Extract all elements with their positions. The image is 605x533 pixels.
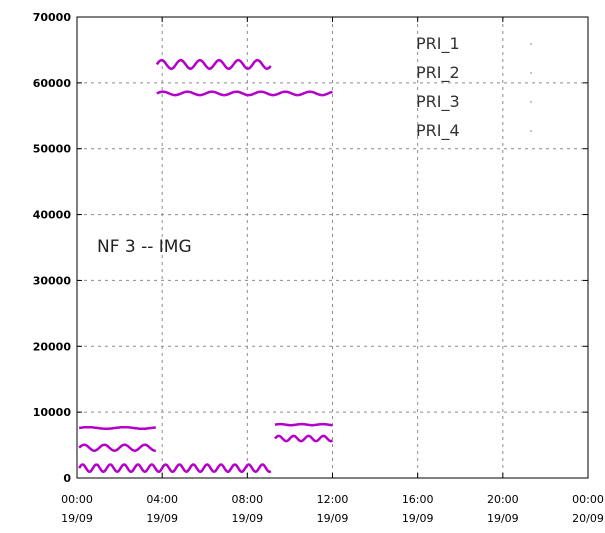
x-tick-label-date: 19/09 bbox=[317, 512, 349, 525]
legend: PRI_1 PRI_2 PRI_3 PRI_4 bbox=[416, 34, 532, 141]
x-tick-label-date: 19/09 bbox=[402, 512, 434, 525]
x-axis-ticks: 00:00 19/09 04:00 19/09 08:00 19/09 12:00 19/09… bbox=[61, 17, 604, 525]
legend-label: PRI_3 bbox=[416, 92, 460, 112]
x-tick-label-time: 16:00 bbox=[402, 493, 434, 506]
y-tick-label: 50000 bbox=[33, 143, 72, 156]
x-tick-label-time: 08:00 bbox=[231, 493, 263, 506]
y-axis-ticks: 0 10000 20000 30000 40000 50000 60000 70000 bbox=[33, 11, 588, 485]
series-line-pri2-segment-2 bbox=[156, 90, 333, 97]
x-tick-label-date: 19/09 bbox=[487, 512, 519, 525]
y-tick-label: 70000 bbox=[33, 11, 72, 24]
x-tick-label-date: 19/09 bbox=[231, 512, 263, 525]
x-tick-label-time: 04:00 bbox=[146, 493, 178, 506]
legend-marker bbox=[530, 43, 532, 45]
legend-label: PRI_1 bbox=[416, 34, 460, 54]
legend-marker bbox=[530, 101, 532, 103]
x-tick-label-time: 00:00 bbox=[572, 493, 604, 506]
legend-label: PRI_4 bbox=[416, 121, 460, 141]
y-tick-label: 0 bbox=[63, 472, 71, 485]
x-tick-label-date: 20/09 bbox=[572, 512, 604, 525]
series-lines bbox=[78, 58, 334, 473]
legend-marker bbox=[530, 72, 532, 74]
series-line-pri1-segment-3 bbox=[274, 422, 333, 427]
series-line-pri1-segment-2 bbox=[155, 58, 272, 70]
x-tick-label-time: 12:00 bbox=[317, 493, 349, 506]
grid-lines bbox=[77, 17, 588, 478]
x-tick-label-date: 19/09 bbox=[146, 512, 178, 525]
series-line-pri1-segment-1 bbox=[78, 425, 157, 430]
legend-label: PRI_2 bbox=[416, 63, 460, 83]
y-tick-label: 60000 bbox=[33, 77, 72, 90]
y-tick-label: 40000 bbox=[33, 209, 72, 222]
legend-marker bbox=[530, 130, 532, 132]
chart-annotation: NF 3 -- IMG bbox=[97, 237, 192, 257]
series-line-pri3-segment-1 bbox=[78, 463, 272, 473]
x-tick-label-time: 20:00 bbox=[487, 493, 519, 506]
series-line-pri4-segment-1 bbox=[274, 434, 334, 443]
x-tick-label-time: 00:00 bbox=[61, 493, 93, 506]
y-tick-label: 20000 bbox=[33, 340, 72, 353]
y-tick-label: 30000 bbox=[33, 274, 72, 287]
y-tick-label: 10000 bbox=[33, 406, 72, 419]
x-tick-label-date: 19/09 bbox=[61, 512, 93, 525]
series-line-pri2-segment-1 bbox=[78, 443, 157, 452]
